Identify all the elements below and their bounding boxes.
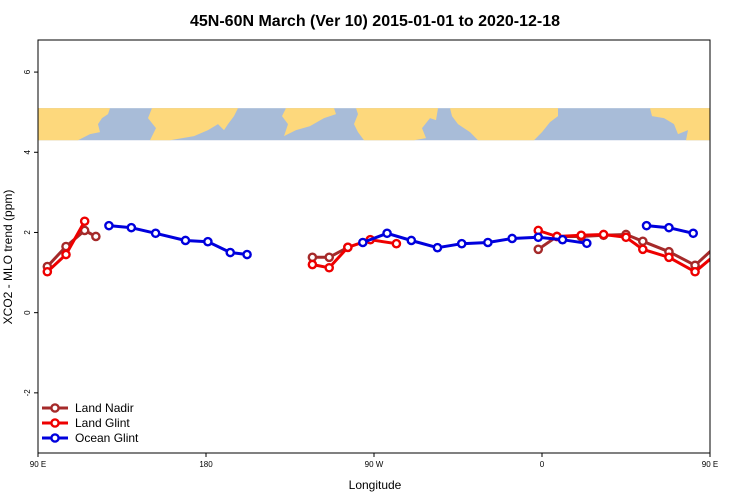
data-point xyxy=(343,242,353,253)
data-point xyxy=(664,252,674,263)
data-point xyxy=(91,231,101,242)
y-tick-label: 2 xyxy=(23,230,32,235)
data-point xyxy=(79,216,90,227)
data-point xyxy=(598,229,609,240)
data-point xyxy=(203,236,213,247)
series-layer xyxy=(42,216,750,277)
legend-swatch-marker xyxy=(50,433,60,443)
data-point xyxy=(126,222,137,233)
map-land-3 xyxy=(282,108,336,137)
series-line xyxy=(362,231,588,250)
data-point xyxy=(382,228,392,239)
data-point xyxy=(746,233,750,240)
x-tick-label: 90 E xyxy=(702,460,718,469)
map-land-4 xyxy=(354,108,438,141)
chart-title: 45N-60N March (Ver 10) 2015-01-01 to 202… xyxy=(190,13,560,30)
y-tick-label: 4 xyxy=(23,149,32,154)
series-land-glint xyxy=(42,216,738,277)
plot-frame xyxy=(37,39,711,454)
legend-item: Ocean Glint xyxy=(42,431,139,445)
legend-swatch-marker xyxy=(50,418,60,428)
x-tick-label: 0 xyxy=(540,460,545,469)
y-tick-label: 0 xyxy=(23,310,32,315)
data-point xyxy=(61,249,71,260)
map-land-5 xyxy=(450,108,558,141)
data-point xyxy=(731,218,738,225)
world-map-strip xyxy=(38,108,710,141)
x-tick-label: 180 xyxy=(199,460,213,469)
data-point xyxy=(576,230,587,241)
y-tick-label: 6 xyxy=(23,69,32,74)
series-line xyxy=(537,229,710,274)
data-point xyxy=(507,233,517,244)
map-land-1 xyxy=(38,108,110,141)
data-point xyxy=(731,226,738,233)
data-point xyxy=(688,228,699,239)
data-point xyxy=(324,262,335,273)
data-point xyxy=(357,237,368,248)
data-point xyxy=(621,232,631,243)
series-line xyxy=(312,238,397,270)
data-point xyxy=(664,222,674,233)
data-point xyxy=(641,220,652,231)
map-land-6 xyxy=(650,108,710,141)
data-point xyxy=(712,251,719,258)
data-point xyxy=(456,238,467,249)
x-tick-label: 90 E xyxy=(30,460,46,469)
legend-label: Ocean Glint xyxy=(75,431,139,445)
data-point xyxy=(150,228,161,239)
data-point xyxy=(225,247,236,258)
map-land-2 xyxy=(148,108,238,141)
axes: 90 E 180 90 W 0 90 E -2 0 2 4 6 xyxy=(23,69,718,469)
data-point xyxy=(533,244,544,255)
data-point xyxy=(582,238,592,249)
data-point xyxy=(533,232,544,243)
data-point xyxy=(391,238,402,249)
y-axis-label: XCO2 - MLO trend (ppm) xyxy=(1,190,15,325)
data-point xyxy=(242,249,252,260)
x-tick-label: 90 W xyxy=(365,460,384,469)
series-ocean-glint xyxy=(104,220,699,260)
data-point xyxy=(307,259,318,270)
data-point xyxy=(638,244,648,255)
data-point xyxy=(42,266,53,277)
data-point xyxy=(324,252,335,263)
data-point xyxy=(406,235,417,246)
legend-item: Land Glint xyxy=(42,416,130,430)
data-point xyxy=(690,266,700,277)
series-line xyxy=(46,229,97,268)
legend-label: Land Glint xyxy=(75,416,130,430)
legend-label: Land Nadir xyxy=(75,401,134,415)
data-point xyxy=(432,242,443,253)
data-point xyxy=(638,236,648,247)
data-point xyxy=(557,234,568,245)
legend-swatch-marker xyxy=(50,403,60,413)
data-point xyxy=(104,220,114,231)
data-point xyxy=(180,235,191,246)
x-axis-label: Longitude xyxy=(349,478,402,492)
data-point xyxy=(483,237,493,248)
legend-item: Land Nadir xyxy=(42,401,134,415)
data-point xyxy=(712,243,719,250)
y-tick-label: -2 xyxy=(23,389,32,397)
